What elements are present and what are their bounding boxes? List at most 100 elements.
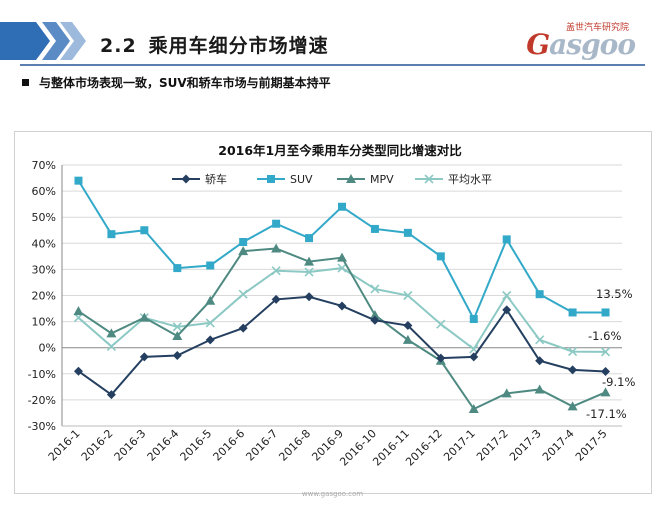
x-tick-label: 2016-5 (178, 427, 215, 464)
y-tick-label: 10% (32, 316, 56, 329)
data-point-triangle (304, 256, 315, 266)
data-point-triangle (600, 387, 611, 397)
y-tick-label: 0% (39, 342, 56, 355)
data-label: -17.1% (586, 407, 627, 421)
x-mark-stroke (238, 289, 248, 299)
data-point-triangle (139, 312, 150, 322)
x-tick-label: 2016-3 (112, 427, 149, 464)
chevron-block (0, 22, 50, 60)
data-point-diamond (139, 352, 149, 362)
data-point-square (502, 235, 511, 244)
chart-legend: 轿车 SUV MPV 平均水平 (172, 172, 492, 186)
x-mark-stroke (469, 344, 479, 354)
x-tick-label: 2017-3 (507, 427, 544, 464)
x-mark-stroke (535, 335, 545, 345)
x-mark-stroke (370, 284, 380, 294)
data-point-diamond (469, 352, 479, 362)
y-tick-label: 70% (32, 159, 56, 172)
data-point-square (469, 314, 478, 323)
data-point-square (107, 230, 116, 239)
data-point-square (74, 176, 83, 185)
data-point-triangle (567, 401, 578, 411)
x-tick-label: 2017-2 (474, 427, 511, 464)
data-point-x (304, 267, 314, 277)
data-point-x (172, 322, 182, 332)
x-tick-label: 2017-1 (441, 427, 478, 464)
data-point-diamond (304, 292, 314, 302)
data-point-x (535, 335, 545, 345)
chevron-decoration (0, 22, 86, 60)
logo-subtitle: 盖世汽车研究院 (565, 23, 629, 33)
data-label: -1.6% (588, 329, 621, 343)
data-point-x (370, 284, 380, 294)
series-line (77, 180, 606, 322)
x-tick-label: 2016-2 (79, 427, 116, 464)
x-mark-stroke (502, 290, 512, 301)
data-point-square (436, 252, 445, 261)
chevron-stripe-1 (42, 22, 70, 60)
series-mpv (73, 243, 611, 414)
bullet-text: 与整体市场表现一致，SUV和轿车市场与前期基本持平 (39, 76, 331, 90)
data-point-square (206, 261, 215, 270)
legend-label: SUV (290, 173, 313, 186)
y-tick-label: 40% (32, 237, 56, 250)
chart-title: 2016年1月至今乘用车分类型同比增速对比 (218, 143, 462, 158)
data-point-x (403, 290, 413, 301)
x-tick-label: 2016-7 (243, 427, 280, 464)
data-label: -9.1% (602, 375, 635, 389)
data-point-triangle (73, 306, 84, 316)
data-point-triangle (501, 388, 512, 398)
x-tick-label: 2016-6 (211, 427, 248, 464)
data-point-diamond (436, 353, 446, 363)
data-point-diamond (205, 335, 215, 345)
data-label: 13.5% (596, 287, 633, 301)
data-point-square (403, 228, 412, 237)
y-tick-label: -20% (28, 394, 56, 407)
data-point-diamond (502, 305, 512, 315)
series-layer (73, 176, 611, 414)
x-mark-stroke (337, 263, 347, 273)
logo-rest: asgoo (549, 28, 636, 61)
data-point-x (436, 319, 446, 329)
legend-label: 轿车 (205, 172, 227, 186)
section-title-text: 乘用车细分市场增速 (148, 35, 329, 57)
legend-label: 平均水平 (448, 173, 492, 186)
x-mark-stroke (403, 290, 413, 301)
data-point-triangle (346, 174, 356, 183)
data-point-square (173, 264, 182, 273)
data-point-diamond (106, 390, 116, 400)
legend-item: 平均水平 (415, 173, 492, 186)
data-point-triangle (534, 384, 545, 394)
x-mark-stroke (304, 267, 314, 277)
data-point-triangle (172, 330, 183, 340)
logo-wordmark: Gasgoo (526, 28, 636, 61)
data-point-x (502, 290, 512, 301)
slide-header: 2.2 乘用车细分市场增速 盖世汽车研究院 Gasgoo (0, 0, 665, 70)
data-point-square (239, 237, 248, 246)
data-point-square (568, 308, 577, 317)
bullet-square-icon (22, 79, 29, 86)
data-point-square (601, 308, 610, 317)
legend-item: MPV (337, 173, 394, 186)
data-point-triangle (369, 310, 380, 320)
x-tick-label: 2017-5 (573, 427, 610, 464)
y-tick-label: -30% (28, 420, 56, 433)
y-tick-label: 60% (32, 185, 56, 198)
gasgoo-logo: 盖世汽车研究院 Gasgoo (525, 20, 636, 61)
section-number: 2.2 (100, 35, 137, 57)
data-point-diamond (73, 366, 83, 376)
y-tick-label: 50% (32, 211, 56, 224)
data-point-x (238, 289, 248, 299)
data-point-diamond (238, 323, 248, 333)
data-point-square (338, 202, 346, 211)
data-point-triangle (468, 404, 479, 414)
header-rule (20, 64, 645, 66)
data-point-triangle (402, 334, 413, 344)
x-mark-stroke (424, 174, 434, 184)
footer-url: www.gasgoo.com (301, 490, 364, 498)
chevron-stripe-2 (60, 22, 86, 60)
page-title: 2.2 乘用车细分市场增速 (100, 31, 329, 58)
series-line (77, 295, 606, 397)
x-tick-label: 2017-4 (540, 427, 577, 464)
